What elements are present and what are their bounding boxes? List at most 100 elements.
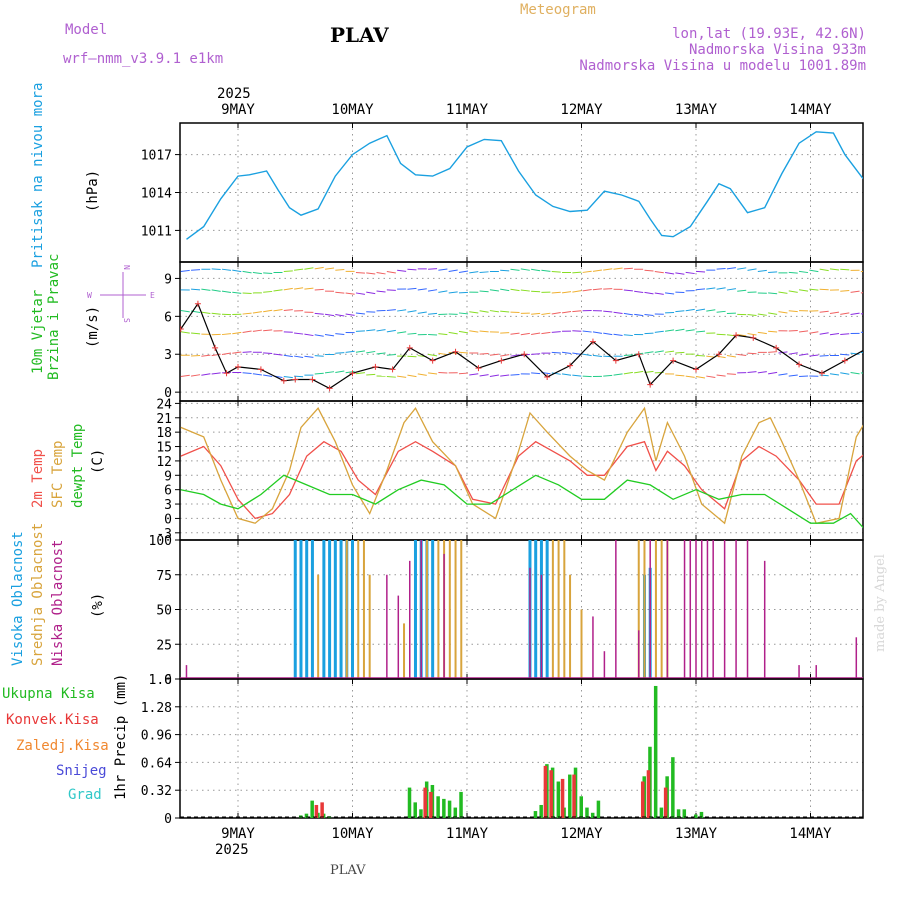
wind-arrow: [685, 375, 695, 378]
wind-arrow: [737, 353, 747, 356]
low-cloud-bar: [540, 574, 543, 679]
cloud-unit: (%): [90, 593, 106, 618]
y-tick-label: 6: [164, 484, 172, 499]
wind-arrow: [252, 311, 262, 314]
wind-arrow: [634, 290, 644, 294]
low-cloud-bar: [712, 540, 714, 679]
wind-arrow: [510, 354, 520, 357]
wind-arrow: [582, 375, 592, 378]
y-tick-label: 6: [164, 310, 172, 325]
wind-arrow: [572, 271, 582, 274]
wind-arrow: [314, 312, 324, 315]
wind-arrow: [417, 311, 427, 314]
wind-arrow: [489, 310, 499, 313]
wind-arrow: [798, 353, 809, 356]
wind-arrow: [840, 372, 850, 375]
wind-arrow: [572, 374, 582, 377]
wind-arrow: [551, 312, 561, 315]
wind-arrow: [304, 333, 314, 337]
wind-arrow: [458, 312, 469, 315]
wind-arrow: [232, 269, 242, 273]
wind-gust-marker: [429, 357, 436, 364]
wind-arrow: [623, 289, 633, 292]
wind-arrow: [283, 354, 293, 358]
wind-arrow: [551, 351, 561, 354]
wind-arrow: [201, 373, 211, 376]
wind-arrow: [850, 290, 860, 293]
legend-grad: Grad: [68, 787, 102, 803]
low-cloud-bar: [683, 540, 686, 679]
wind-arrow: [561, 311, 572, 314]
wind-arrow: [500, 354, 510, 357]
wind-arrow: [860, 270, 863, 273]
wind-arrow: [479, 352, 489, 355]
wind-arrow: [376, 290, 386, 293]
wind-gust-marker: [715, 351, 722, 358]
wind-arrow: [788, 310, 798, 313]
wind-arrow: [417, 288, 427, 291]
mid-cloud-bar: [368, 574, 371, 679]
low-cloud-bar: [420, 540, 422, 679]
wind-arrow: [304, 355, 314, 358]
y-tick-label: 0: [164, 512, 172, 527]
wind-arrow: [500, 288, 510, 292]
wind-arrow: [829, 373, 840, 376]
wind-arrow: [675, 310, 685, 313]
dewpoint-line: [180, 474, 863, 529]
wind-arrow: [314, 372, 324, 375]
mid-cloud-bar: [317, 574, 320, 679]
wind-arrow: [180, 331, 190, 334]
wind-arrow: [479, 290, 489, 293]
wind-arrow: [263, 374, 273, 377]
wind-arrow: [726, 354, 736, 358]
total-precip-bar: [447, 800, 452, 818]
wind-arrow: [386, 375, 396, 378]
wind-label-b: Brzina i Pravac: [46, 254, 62, 380]
wind-arrow: [798, 270, 809, 274]
y-tick-label: 1014: [141, 187, 172, 202]
wind-arrow: [644, 291, 654, 295]
mid-cloud-bar: [403, 623, 406, 679]
wind-arrow: [355, 372, 365, 375]
wind-arrow: [211, 353, 221, 357]
wind-arrow: [294, 268, 304, 271]
bottom-day-label: 11MAY: [446, 826, 489, 842]
wind-arrow: [479, 271, 489, 273]
wind-arrow: [479, 310, 489, 313]
wind-arrow: [747, 352, 757, 355]
y-tick-label: 0: [164, 673, 172, 688]
panels: 1011101410170369-30369121518212402550751…: [141, 122, 880, 827]
wind-gust-marker: [818, 370, 825, 377]
wind-arrow: [675, 272, 685, 275]
wind-arrow: [860, 331, 863, 333]
wind-arrow: [531, 312, 541, 315]
wind-arrow: [479, 374, 489, 377]
wind-arrow: [190, 374, 201, 377]
wind-arrow: [263, 290, 273, 293]
dew-label: dewpt Temp: [70, 424, 86, 508]
y-tick-label: 21: [156, 412, 172, 427]
sfc-label: SFC Temp: [50, 441, 66, 508]
bottom-day-label: 12MAY: [560, 826, 603, 842]
wind-arrow: [747, 314, 757, 316]
wind-arrow: [386, 329, 396, 333]
high-cloud-bar: [322, 540, 326, 679]
wind-arrow: [747, 268, 757, 271]
wind-arrow: [561, 351, 572, 354]
wind-arrow: [654, 271, 664, 274]
wind-arrow: [489, 289, 499, 292]
wind-arrow: [799, 375, 809, 377]
wind-arrow: [788, 352, 798, 355]
panel-plot-area: [180, 685, 863, 818]
low-cloud-bar: [529, 567, 531, 679]
wind-arrow: [871, 352, 880, 353]
wind-arrow: [386, 309, 396, 312]
conv-precip-bar: [543, 765, 548, 818]
wind-arrow: [386, 354, 396, 356]
total-precip-bar: [310, 800, 314, 818]
wind-arrow: [706, 287, 716, 290]
wind-gust-marker: [693, 366, 699, 373]
wind-arrow: [551, 331, 561, 333]
conv-precip-bar: [640, 781, 645, 818]
wind-arrow: [201, 354, 211, 357]
